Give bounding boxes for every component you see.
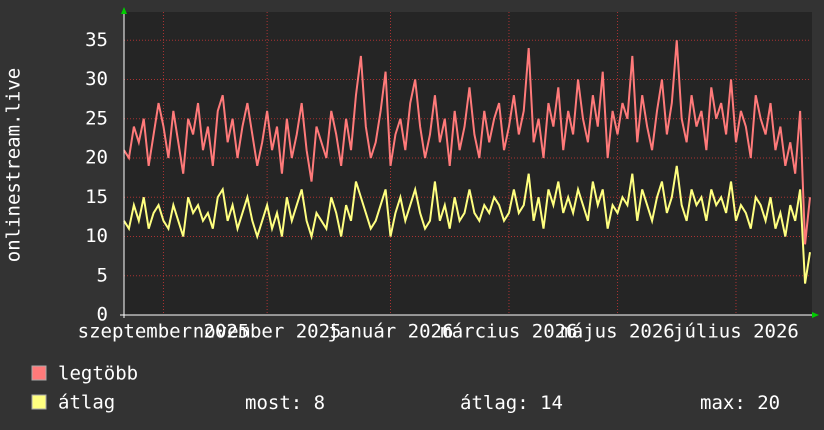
stat-value: 14 <box>540 392 563 414</box>
stat: most: 8 <box>245 392 325 414</box>
legend-label: átlag <box>58 392 115 414</box>
x-tick-label: május 2026 <box>560 321 674 343</box>
stat-label: most: <box>245 392 302 414</box>
y-axis-label: onlinestream.live <box>3 68 25 262</box>
x-tick-label: július 2026 <box>673 321 799 343</box>
y-tick-label: 0 <box>97 304 108 326</box>
stat-value: 20 <box>757 392 780 414</box>
y-tick-label: 20 <box>85 147 108 169</box>
stat: átlag: 14 <box>460 392 563 414</box>
legend-swatch <box>31 394 47 410</box>
stat-label: max: <box>700 392 746 414</box>
axis-arrow <box>812 312 819 318</box>
x-tick-label: november 2025 <box>193 321 342 343</box>
stat-value: 8 <box>314 392 325 414</box>
legend-label: legtöbb <box>58 363 138 385</box>
stat: max: 20 <box>700 392 780 414</box>
y-tick-label: 30 <box>85 68 108 90</box>
y-tick-label: 5 <box>97 264 108 286</box>
y-tick-label: 35 <box>85 29 108 51</box>
y-tick-label: 15 <box>85 186 108 208</box>
series-line <box>123 165 811 284</box>
axis-arrow <box>121 7 127 14</box>
stat-label: átlag: <box>460 392 529 414</box>
series-line <box>123 40 811 245</box>
y-tick-label: 10 <box>85 225 108 247</box>
y-tick-label: 25 <box>85 107 108 129</box>
x-tick-label: január 2026 <box>328 321 454 343</box>
plot-area <box>124 12 812 315</box>
legend-swatch <box>31 365 47 381</box>
x-tick-label: szeptember 2025 <box>78 321 250 343</box>
x-tick-label: március 2026 <box>440 321 577 343</box>
